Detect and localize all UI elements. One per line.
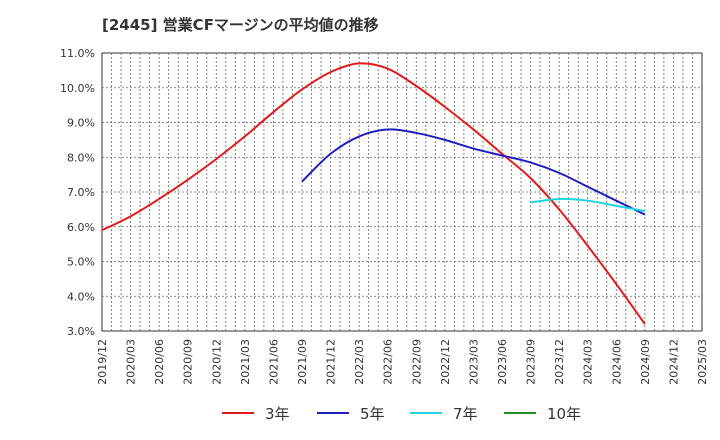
x-tick-label: 2024/12 xyxy=(667,339,680,385)
x-tick-label: 2021/06 xyxy=(267,339,280,385)
y-tick-label: 11.0% xyxy=(60,47,95,60)
x-tick-label: 2021/12 xyxy=(325,339,338,385)
series-line-3 xyxy=(530,197,646,213)
x-tick-label: 2023/12 xyxy=(553,339,566,385)
x-tick-label: 2020/12 xyxy=(210,339,223,385)
series-line-1 xyxy=(101,62,646,325)
chart-title: [2445] 営業CFマージンの平均値の推移 xyxy=(102,16,379,34)
x-tick-label: 2024/06 xyxy=(610,339,623,385)
x-tick-label: 2020/06 xyxy=(153,339,166,385)
legend-label: 7年 xyxy=(453,405,478,423)
x-tick-label: 2022/09 xyxy=(410,339,423,385)
x-tick-label: 2023/06 xyxy=(496,339,509,385)
x-tick-label: 2025/03 xyxy=(696,339,709,385)
x-tick-label: 2021/09 xyxy=(296,339,309,385)
x-tick-label: 2022/03 xyxy=(353,339,366,385)
grid xyxy=(101,52,703,332)
y-tick-label: 3.0% xyxy=(67,325,95,338)
x-tick-label: 2020/09 xyxy=(182,339,195,385)
y-tick-label: 4.0% xyxy=(67,290,95,303)
x-tick-label: 2024/03 xyxy=(582,339,595,385)
x-tick-label: 2021/03 xyxy=(239,339,252,385)
y-tick-label: 7.0% xyxy=(67,186,95,199)
y-tick-label: 8.0% xyxy=(67,151,95,164)
y-tick-label: 5.0% xyxy=(67,256,95,269)
legend-label: 10年 xyxy=(547,405,581,423)
series-line-2 xyxy=(301,128,646,216)
x-tick-label: 2022/12 xyxy=(439,339,452,385)
y-tick-label: 10.0% xyxy=(60,82,95,95)
axes: 3.0% 4.0% 5.0% 6.0% 7.0% 8.0% 9.0% 10.0% 11.0% 20… xyxy=(60,47,709,385)
x-tick-label: 2020/03 xyxy=(125,339,138,385)
legend-label: 5年 xyxy=(360,405,385,423)
x-tick-label: 2022/06 xyxy=(382,339,395,385)
legend-label: 3年 xyxy=(265,405,290,423)
series-lines xyxy=(101,62,646,325)
y-tick-label: 6.0% xyxy=(67,221,95,234)
x-tick-label: 2023/09 xyxy=(525,339,538,385)
y-tick-label: 9.0% xyxy=(67,117,95,130)
x-tick-label: 2023/03 xyxy=(467,339,480,385)
legend: 3年 5年 7年 10年 xyxy=(222,405,581,423)
x-tick-label: 2024/09 xyxy=(639,339,652,385)
x-tick-label: 2019/12 xyxy=(96,339,109,385)
